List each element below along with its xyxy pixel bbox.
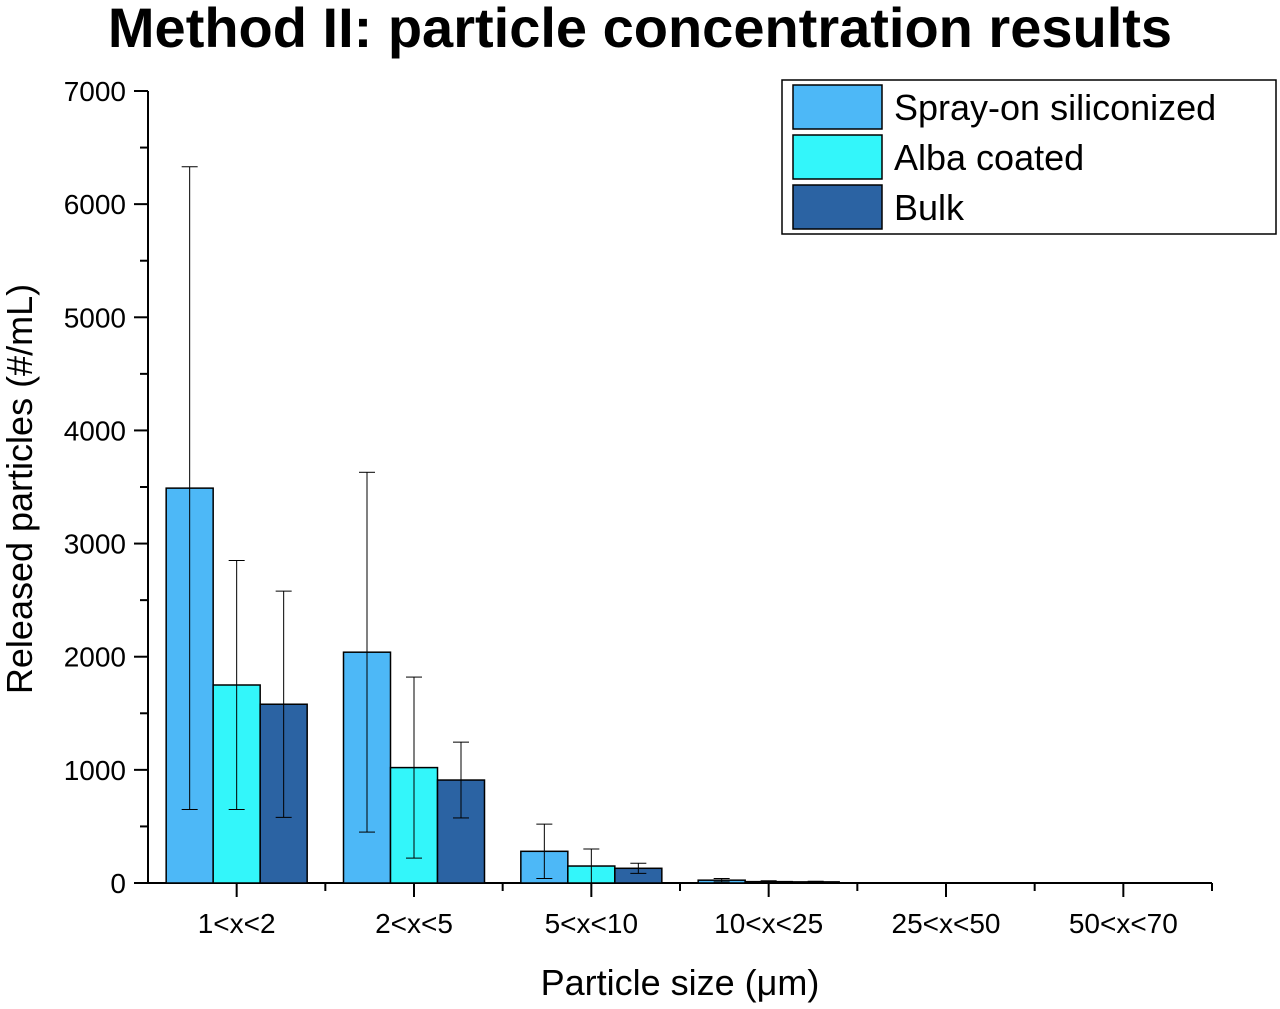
x-axis-label: Particle size (μm) — [540, 962, 820, 1003]
legend-label: Alba coated — [894, 137, 1084, 178]
y-tick-label: 4000 — [64, 415, 126, 446]
legend-swatch — [792, 134, 883, 180]
chart-title: Method II: particle concentration result… — [107, 0, 1173, 59]
y-tick-label: 6000 — [64, 189, 126, 220]
y-tick-label: 0 — [110, 868, 126, 899]
y-tick-label: 5000 — [64, 302, 126, 333]
y-tick-label: 7000 — [64, 76, 126, 107]
y-tick-label: 2000 — [64, 642, 126, 673]
legend-label: Spray-on siliconized — [894, 87, 1216, 128]
x-tick-label: 10<x<25 — [714, 908, 823, 939]
y-tick-label: 1000 — [64, 755, 126, 786]
x-tick-label: 1<x<2 — [198, 908, 276, 939]
y-tick-label: 3000 — [64, 529, 126, 560]
legend-swatch — [792, 84, 883, 130]
x-tick-label: 50<x<70 — [1069, 908, 1178, 939]
x-tick-label: 5<x<10 — [545, 908, 638, 939]
x-tick-label: 2<x<5 — [375, 908, 453, 939]
legend-swatch — [792, 184, 883, 230]
x-tick-label: 25<x<50 — [892, 908, 1001, 939]
legend-label: Bulk — [894, 187, 965, 228]
